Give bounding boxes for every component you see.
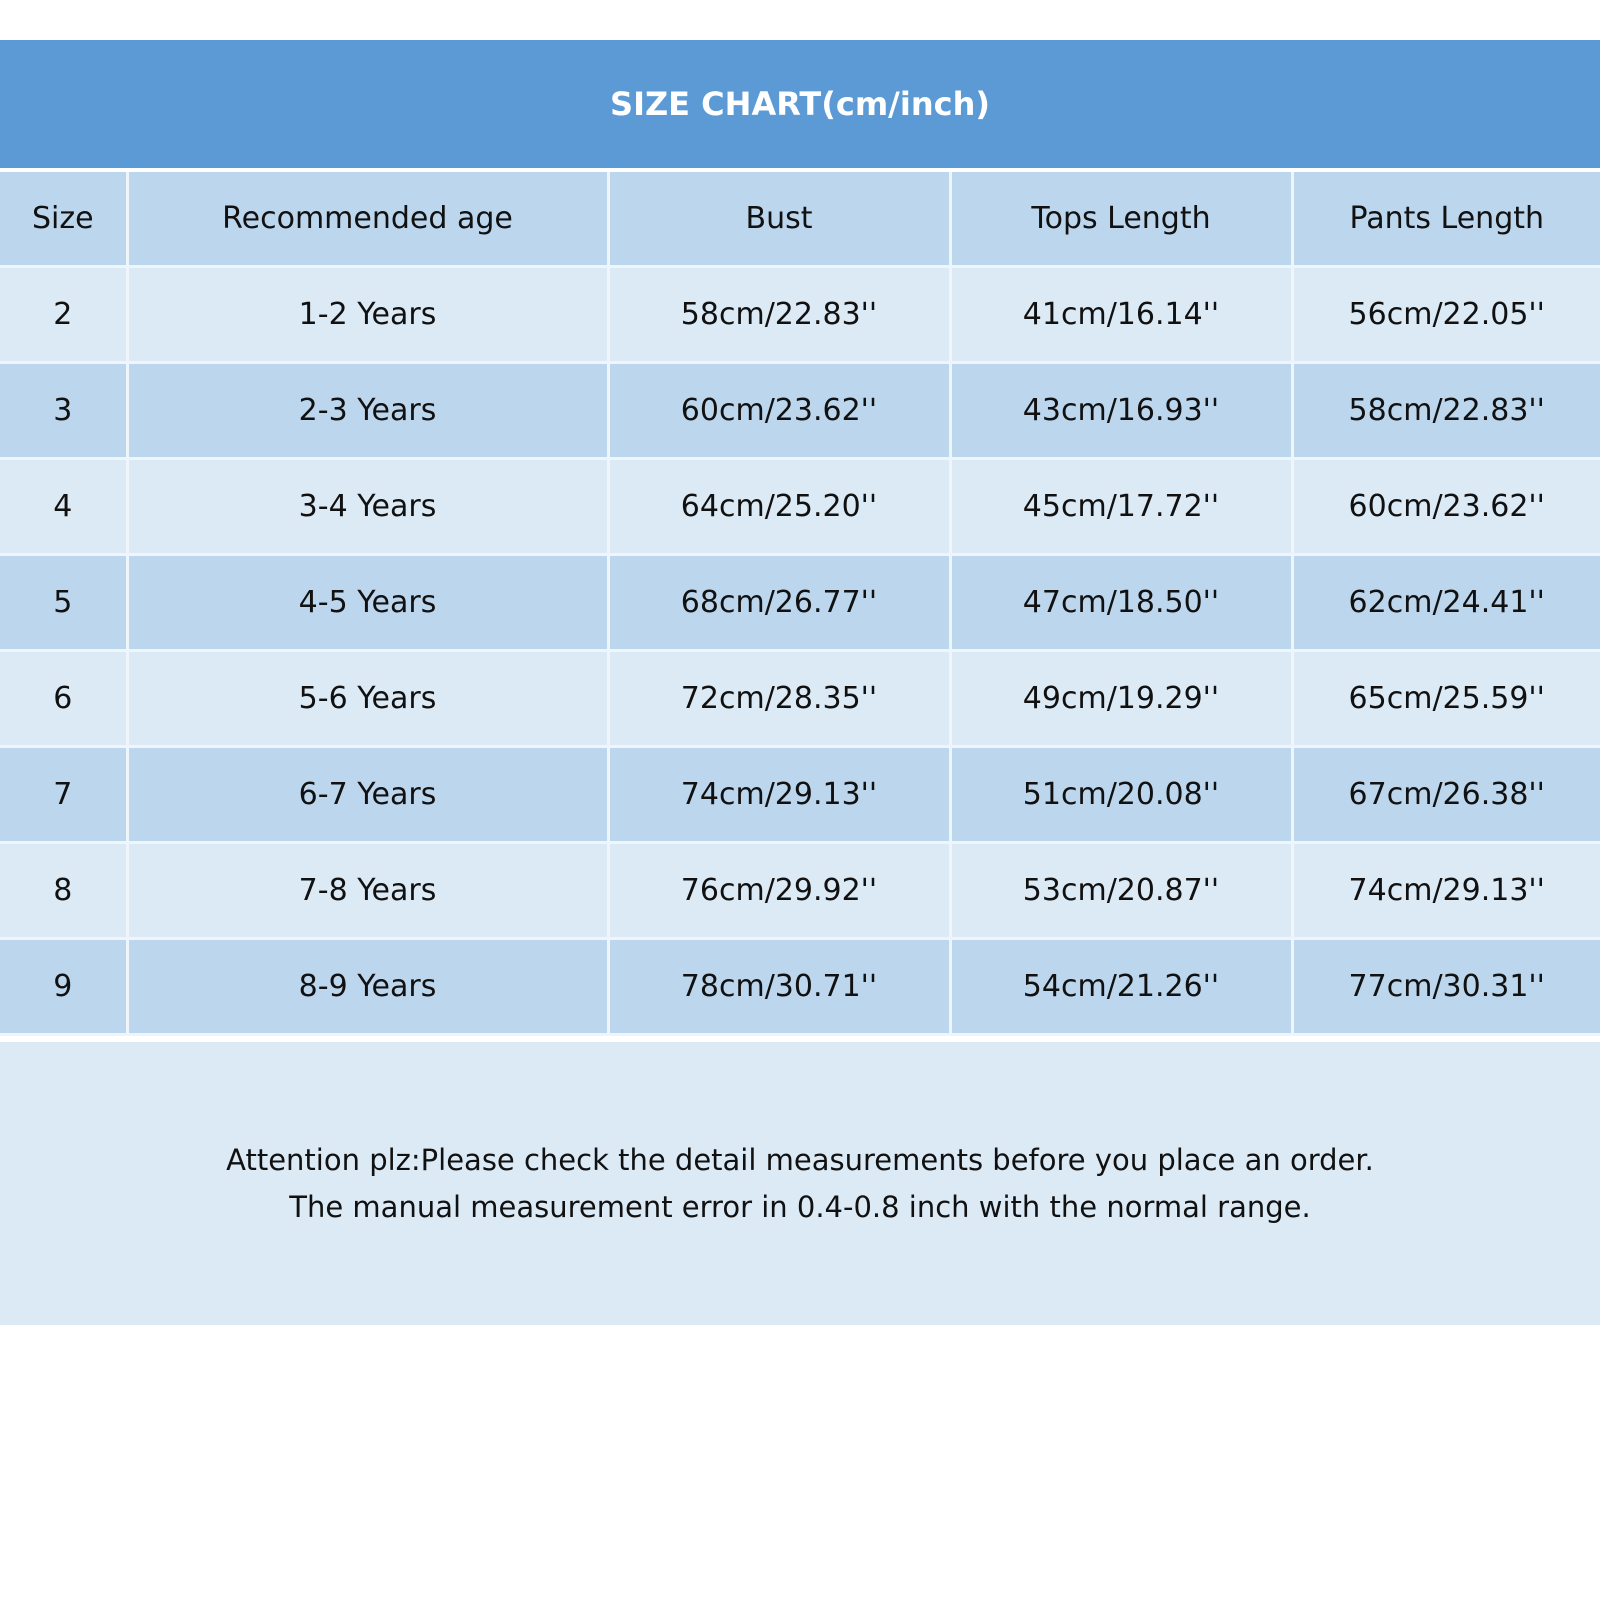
table-row: 9 8-9 Years 78cm/30.71'' 54cm/21.26'' 77cm/3… (0, 938, 1600, 1036)
table-cell: 62cm/24.41'' (1292, 554, 1600, 652)
table-cell: 8 (0, 842, 129, 940)
table-row: 3 2-3 Years 60cm/23.62'' 43cm/16.93'' 58cm/2… (0, 362, 1600, 460)
table-cell: 3 (0, 362, 129, 460)
table-cell: 68cm/26.77'' (608, 554, 952, 652)
table-cell: 1-2 Years (127, 266, 610, 364)
header-row: Size Recommended age Bust Tops Length Pants … (0, 172, 1600, 268)
table-cell: 53cm/20.87'' (950, 842, 1294, 940)
column-header: Bust (608, 172, 952, 268)
table-cell: 3-4 Years (127, 458, 610, 556)
table-row: 4 3-4 Years 64cm/25.20'' 45cm/17.72'' 60cm/2… (0, 458, 1600, 556)
table-row: 8 7-8 Years 76cm/29.92'' 53cm/20.87'' 74cm/2… (0, 842, 1600, 940)
table-cell: 74cm/29.13'' (1292, 842, 1600, 940)
table-cell: 56cm/22.05'' (1292, 266, 1600, 364)
table-cell: 47cm/18.50'' (950, 554, 1294, 652)
table-cell: 65cm/25.59'' (1292, 650, 1600, 748)
table-cell: 6-7 Years (127, 746, 610, 844)
table-cell: 78cm/30.71'' (608, 938, 952, 1036)
table-cell: 8-9 Years (127, 938, 610, 1036)
table-cell: 67cm/26.38'' (1292, 746, 1600, 844)
table-cell: 5 (0, 554, 129, 652)
table-row: 6 5-6 Years 72cm/28.35'' 49cm/19.29'' 65cm/2… (0, 650, 1600, 748)
table-cell: 4 (0, 458, 129, 556)
table-cell: 76cm/29.92'' (608, 842, 952, 940)
table-cell: 4-5 Years (127, 554, 610, 652)
table-cell: 77cm/30.31'' (1292, 938, 1600, 1036)
column-header: Pants Length (1292, 172, 1600, 268)
note-line: The manual measurement error in 0.4-0.8 … (289, 1189, 1311, 1224)
table-cell: 45cm/17.72'' (950, 458, 1294, 556)
title-bar: SIZE CHART(cm/inch) (0, 40, 1600, 168)
column-header: Recommended age (127, 172, 610, 268)
chart-title: SIZE CHART(cm/inch) (610, 85, 990, 123)
table-cell: 41cm/16.14'' (950, 266, 1294, 364)
table-row: 2 1-2 Years 58cm/22.83'' 41cm/16.14'' 56cm/2… (0, 266, 1600, 364)
table-cell: 58cm/22.83'' (1292, 362, 1600, 460)
table-cell: 64cm/25.20'' (608, 458, 952, 556)
table-cell: 6 (0, 650, 129, 748)
size-table: Size Recommended age Bust Tops Length Pants … (0, 172, 1600, 1036)
table-cell: 7-8 Years (127, 842, 610, 940)
table-cell: 60cm/23.62'' (608, 362, 952, 460)
table-cell: 72cm/28.35'' (608, 650, 952, 748)
table-cell: 43cm/16.93'' (950, 362, 1294, 460)
table-cell: 58cm/22.83'' (608, 266, 952, 364)
table-cell: 54cm/21.26'' (950, 938, 1294, 1036)
column-header: Tops Length (950, 172, 1294, 268)
table-row: 7 6-7 Years 74cm/29.13'' 51cm/20.08'' 67cm/2… (0, 746, 1600, 844)
table-cell: 74cm/29.13'' (608, 746, 952, 844)
table-cell: 5-6 Years (127, 650, 610, 748)
table-cell: 60cm/23.62'' (1292, 458, 1600, 556)
attention-note: Attention plz:Please check the detail me… (0, 1042, 1600, 1325)
note-line: Attention plz:Please check the detail me… (226, 1142, 1374, 1177)
table-cell: 7 (0, 746, 129, 844)
table-cell: 49cm/19.29'' (950, 650, 1294, 748)
table-cell: 2 (0, 266, 129, 364)
table-cell: 2-3 Years (127, 362, 610, 460)
table-cell: 51cm/20.08'' (950, 746, 1294, 844)
table-row: 5 4-5 Years 68cm/26.77'' 47cm/18.50'' 62cm/2… (0, 554, 1600, 652)
column-header: Size (0, 172, 129, 268)
table-cell: 9 (0, 938, 129, 1036)
